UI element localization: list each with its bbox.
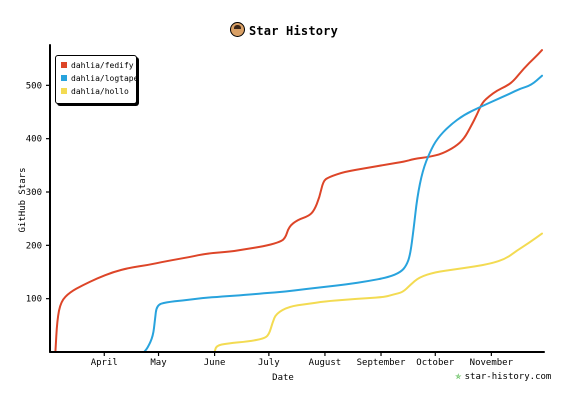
watermark-text: star-history.com <box>464 372 552 382</box>
legend-label-logtape: dahlia/logtape <box>71 74 139 83</box>
y-tick-label: 200 <box>26 241 42 251</box>
legend-item-logtape: dahlia/logtape <box>61 73 138 85</box>
legend-swatch-hollo <box>61 88 67 94</box>
chart-ticks: 100 200 300 400 500 April May June July August Sep… <box>26 81 514 368</box>
series-line-fedify <box>54 49 543 353</box>
x-tick-label: October <box>416 358 455 368</box>
y-tick-label: 300 <box>26 188 42 198</box>
y-tick-label: 400 <box>26 135 42 145</box>
legend-item-fedify: dahlia/fedify <box>61 60 134 72</box>
legend-label-hollo: dahlia/hollo <box>71 87 129 96</box>
x-axis-label: Date <box>272 373 294 383</box>
chart-legend: dahlia/fedify dahlia/logtape dahlia/holl… <box>55 55 138 104</box>
x-tick-label: May <box>150 358 167 368</box>
x-tick-label: April <box>91 358 118 368</box>
series-line-logtape <box>143 74 543 353</box>
x-tick-label: August <box>309 358 342 368</box>
chart-title-text: Star History <box>248 24 339 38</box>
chart-title: Star History <box>0 20 568 39</box>
x-tick-label: September <box>357 358 406 368</box>
legend-label-fedify: dahlia/fedify <box>71 61 134 70</box>
x-tick-label: June <box>204 358 226 368</box>
legend-swatch-fedify <box>61 62 67 68</box>
x-tick-label: November <box>470 358 514 368</box>
legend-swatch-logtape <box>61 75 67 81</box>
watermark-link[interactable]: ✯ star-history.com <box>455 369 551 382</box>
legend-item-hollo: dahlia/hollo <box>61 86 129 98</box>
y-tick-label: 100 <box>26 295 42 305</box>
x-tick-label: July <box>258 358 280 368</box>
chart-axes <box>49 44 545 353</box>
y-axis-label: GitHub Stars <box>18 167 28 232</box>
series-line-hollo <box>213 232 543 353</box>
star-logo-icon: ✯ <box>455 369 462 382</box>
y-tick-label: 500 <box>26 81 42 91</box>
avatar-icon <box>229 22 245 37</box>
series-lines <box>54 49 543 353</box>
